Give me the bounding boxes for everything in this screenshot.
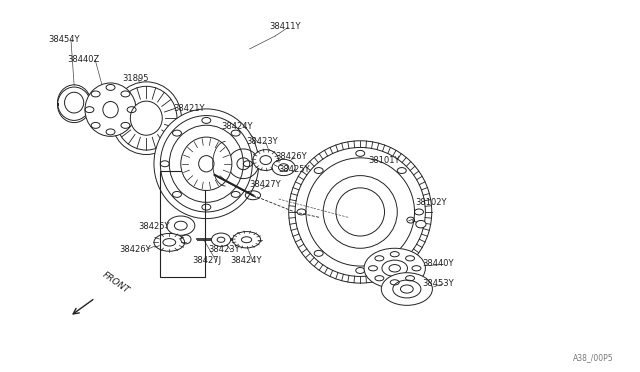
Ellipse shape	[111, 82, 181, 154]
Text: 38426Y: 38426Y	[275, 152, 307, 161]
Ellipse shape	[289, 141, 432, 283]
Ellipse shape	[103, 102, 118, 118]
Text: 38425Y: 38425Y	[278, 165, 310, 174]
Text: 38440Z: 38440Z	[68, 55, 100, 64]
Ellipse shape	[167, 216, 195, 235]
Text: A38_/00P5: A38_/00P5	[573, 353, 614, 362]
Ellipse shape	[85, 83, 136, 137]
Ellipse shape	[382, 260, 408, 276]
Text: FRONT: FRONT	[100, 270, 131, 295]
Text: 38101Y: 38101Y	[368, 155, 399, 164]
Ellipse shape	[211, 233, 230, 246]
Ellipse shape	[253, 150, 278, 170]
Text: 38424Y: 38424Y	[221, 122, 253, 131]
Text: 38427J: 38427J	[192, 256, 221, 265]
Text: 38411Y: 38411Y	[269, 22, 300, 31]
Ellipse shape	[232, 232, 260, 248]
Text: 38425Y: 38425Y	[138, 222, 170, 231]
Ellipse shape	[364, 248, 426, 288]
Text: 38102Y: 38102Y	[416, 198, 447, 207]
Ellipse shape	[154, 234, 184, 251]
Ellipse shape	[416, 221, 426, 228]
Ellipse shape	[180, 137, 232, 190]
Text: 38440Y: 38440Y	[422, 259, 454, 268]
Ellipse shape	[228, 149, 259, 179]
Ellipse shape	[131, 101, 163, 135]
Ellipse shape	[272, 159, 295, 176]
Text: 38423Y: 38423Y	[208, 244, 240, 253]
Ellipse shape	[381, 273, 433, 305]
Ellipse shape	[323, 176, 397, 248]
Text: 38454Y: 38454Y	[49, 35, 80, 44]
Text: 38423Y: 38423Y	[246, 137, 278, 146]
Text: 31895: 31895	[122, 74, 148, 83]
Text: 38426Y: 38426Y	[119, 244, 150, 253]
Text: 38421Y: 38421Y	[173, 104, 205, 113]
Text: 38424Y: 38424Y	[230, 256, 262, 265]
Text: 38453Y: 38453Y	[422, 279, 454, 288]
Text: 38427Y: 38427Y	[250, 180, 282, 189]
Ellipse shape	[154, 109, 259, 219]
